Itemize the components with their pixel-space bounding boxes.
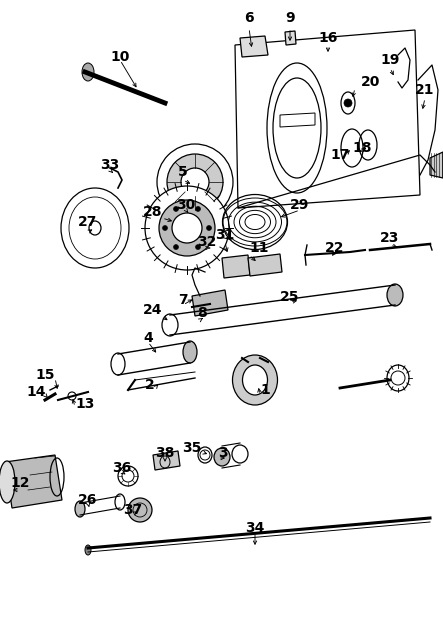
Circle shape (206, 226, 211, 231)
Circle shape (181, 168, 209, 196)
Polygon shape (430, 152, 443, 178)
Text: 1: 1 (260, 383, 270, 397)
Text: 29: 29 (290, 198, 310, 212)
Circle shape (195, 244, 201, 249)
Text: 23: 23 (380, 231, 400, 245)
Polygon shape (240, 36, 268, 57)
Text: 32: 32 (197, 235, 217, 249)
Text: 10: 10 (110, 50, 130, 64)
Text: 27: 27 (78, 215, 98, 229)
Polygon shape (5, 455, 62, 508)
Ellipse shape (61, 188, 129, 268)
Circle shape (159, 200, 215, 256)
Text: 21: 21 (415, 83, 435, 97)
Text: 19: 19 (380, 53, 400, 67)
Ellipse shape (214, 448, 230, 466)
Text: 22: 22 (325, 241, 345, 255)
Text: 5: 5 (178, 165, 188, 179)
Text: 8: 8 (197, 306, 207, 320)
Ellipse shape (387, 284, 403, 306)
Text: 13: 13 (75, 397, 94, 411)
Text: 12: 12 (10, 476, 30, 490)
Text: 15: 15 (35, 368, 55, 382)
Text: 20: 20 (361, 75, 381, 89)
Circle shape (118, 466, 138, 486)
Ellipse shape (85, 545, 91, 555)
Text: 18: 18 (352, 141, 372, 155)
Polygon shape (285, 31, 296, 45)
Text: 3: 3 (218, 446, 228, 460)
Ellipse shape (233, 355, 277, 405)
Circle shape (344, 99, 352, 107)
Text: 37: 37 (123, 503, 143, 517)
Text: 33: 33 (101, 158, 120, 172)
Text: 11: 11 (249, 241, 268, 255)
Polygon shape (153, 451, 180, 470)
Text: 34: 34 (245, 521, 264, 535)
Text: 26: 26 (78, 493, 98, 507)
Ellipse shape (183, 341, 197, 363)
Text: 7: 7 (178, 293, 188, 307)
Circle shape (145, 186, 229, 270)
Circle shape (157, 144, 233, 220)
Circle shape (174, 207, 179, 212)
Circle shape (163, 226, 167, 231)
Text: 25: 25 (280, 290, 300, 304)
Text: 36: 36 (113, 461, 132, 475)
Circle shape (195, 207, 201, 212)
Polygon shape (222, 255, 250, 278)
Ellipse shape (82, 63, 94, 81)
Circle shape (174, 244, 179, 249)
Text: 16: 16 (319, 31, 338, 45)
Ellipse shape (242, 365, 268, 395)
Ellipse shape (0, 461, 15, 503)
Text: 9: 9 (285, 11, 295, 25)
Text: 35: 35 (183, 441, 202, 455)
Text: 28: 28 (143, 205, 162, 219)
Text: 2: 2 (145, 378, 155, 392)
Text: 6: 6 (244, 11, 254, 25)
Text: 14: 14 (27, 385, 46, 399)
Circle shape (128, 498, 152, 522)
Circle shape (172, 213, 202, 243)
Text: 31: 31 (215, 228, 235, 242)
Text: 4: 4 (143, 331, 153, 345)
Polygon shape (192, 290, 228, 316)
Circle shape (167, 154, 223, 210)
Polygon shape (248, 254, 282, 276)
Ellipse shape (198, 447, 212, 463)
Text: 17: 17 (330, 148, 350, 162)
Ellipse shape (75, 501, 85, 517)
Text: 24: 24 (143, 303, 162, 317)
Polygon shape (280, 113, 315, 127)
Ellipse shape (387, 365, 409, 391)
Text: 30: 30 (176, 198, 196, 212)
Text: 38: 38 (155, 446, 175, 460)
